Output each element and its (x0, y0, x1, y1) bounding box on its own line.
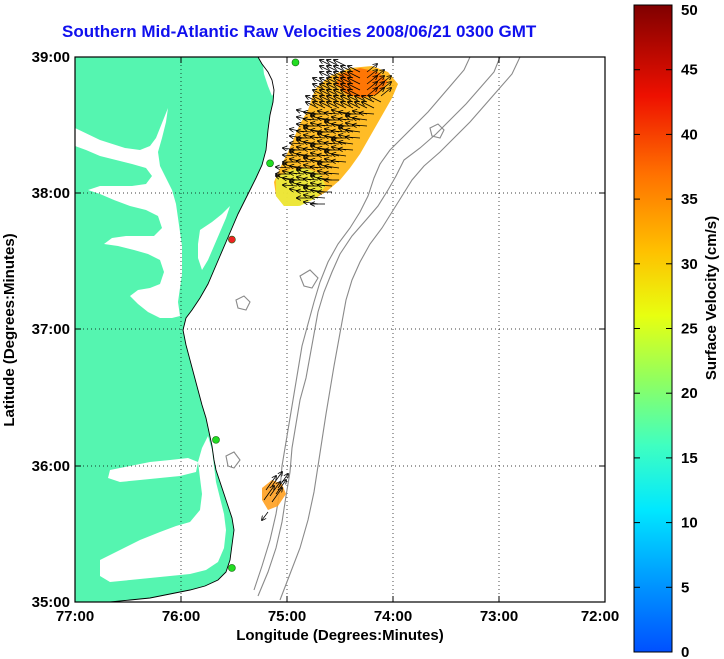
x-tick-label: 73:00 (480, 608, 518, 625)
x-tick-label: 75:00 (268, 608, 306, 625)
velocity-arrow (348, 84, 361, 91)
velocity-arrow (265, 476, 276, 491)
radar-station-marker (228, 235, 236, 244)
y-axis-label: Latitude (Degrees:Minutes) (1, 233, 18, 426)
velocity-arrow (346, 130, 361, 132)
velocity-arrow (369, 96, 382, 103)
velocity-arrow (348, 72, 361, 79)
map-title: Southern Mid-Atlantic Raw Velocities 200… (62, 22, 537, 41)
radar-station-marker (266, 159, 274, 168)
velocity-arrow (348, 66, 361, 73)
velocity-arrow (366, 82, 377, 91)
x-tick-label: 76:00 (162, 608, 200, 625)
x-axis-label: Longitude (Degrees:Minutes) (236, 627, 444, 644)
velocity-arrow (366, 76, 377, 85)
velocity-arrow (334, 60, 347, 67)
x-tick-label: 72:00 (581, 608, 619, 625)
velocity-arrow (353, 118, 368, 120)
albemarle-sound (108, 458, 198, 482)
y-tick-label: 35:00 (32, 594, 70, 611)
y-tick-label: 38:00 (32, 185, 70, 202)
velocity-arrow (325, 166, 340, 168)
axis-ticks (75, 57, 605, 602)
velocity-arrow (373, 88, 384, 97)
velocity-arrow (366, 64, 377, 73)
velocity-arrow (366, 70, 377, 79)
y-tick-label: 37:00 (32, 321, 70, 338)
velocity-arrow (348, 90, 361, 97)
x-tick-label: 74:00 (374, 608, 412, 625)
delaware-bay (262, 57, 280, 96)
velocity-arrow (271, 488, 282, 503)
velocity-arrow (380, 88, 391, 97)
radar-stations (212, 58, 300, 572)
velocity-arrow (339, 142, 354, 144)
velocity-arrow (332, 154, 347, 156)
radar-station-marker (212, 436, 220, 444)
velocity-arrow (348, 78, 361, 85)
velocity-arrow (318, 185, 333, 186)
velocity-arrow (263, 486, 274, 501)
velocity-arrow (366, 88, 377, 97)
velocity-arrow (353, 125, 368, 126)
x-tick-label: 77:00 (56, 608, 94, 625)
grid-lines (75, 57, 605, 602)
velocity-arrow (362, 102, 375, 109)
velocity-arrow (271, 472, 282, 487)
radar-station-marker (291, 58, 300, 67)
velocity-arrows (262, 60, 391, 520)
velocity-arrow (346, 137, 361, 138)
radar-station-marker (228, 564, 236, 572)
pamlico-sound (100, 436, 226, 582)
y-tick-label: 39:00 (32, 49, 70, 66)
velocity-arrow (339, 149, 354, 150)
velocity-arrow (262, 511, 269, 520)
coastline (109, 57, 275, 602)
eastern-shore-inlet (198, 206, 230, 270)
chesapeake-bay (75, 108, 182, 318)
velocity-arrow (360, 113, 375, 114)
velocity-arrow (325, 173, 340, 174)
y-tick-label: 36:00 (32, 458, 70, 475)
velocity-arrow (311, 197, 326, 198)
velocity-arrow (332, 161, 347, 162)
